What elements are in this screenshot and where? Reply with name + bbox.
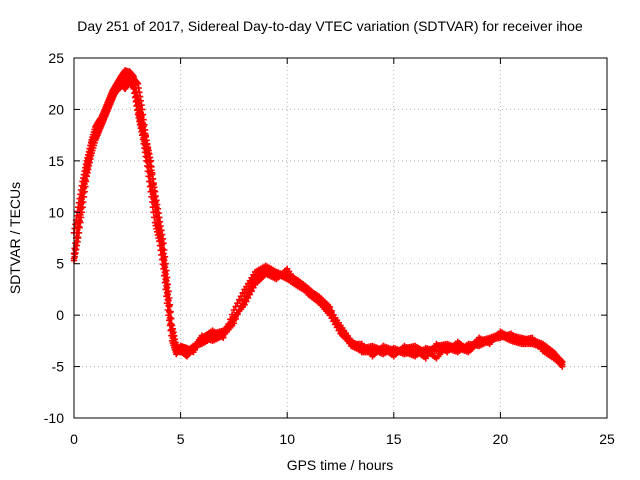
data-point-track-d [248,279,255,287]
data-point-track-d [243,290,250,297]
data-point-track-d [77,205,85,213]
y-tick-label: 10 [48,204,64,220]
x-tick-label: 10 [279,431,295,447]
data-point-track-d [147,157,154,165]
data-point-track-d [77,211,84,219]
data-point-track-d [168,321,175,328]
data-point-track-d [78,199,86,207]
data-point-track-d [161,257,168,264]
data-point-track-d [239,297,246,305]
x-axis-label: GPS time / hours [287,457,394,473]
data-point-track-d [163,284,171,291]
data-point-track-b [250,284,257,291]
data-point-track-c [234,299,241,307]
data-point-track-b [244,294,252,302]
y-tick-label: 25 [48,50,64,66]
data-point-track-d [151,187,158,195]
data-point-track-d [162,270,169,278]
data-point-track-d [149,175,157,183]
data-point-track-d [75,223,83,231]
data-point-track-d [164,291,172,298]
data-point-track-d [232,315,239,323]
data-point-track-d [244,286,252,293]
x-axis-ticks: 0 5 10 15 20 25 [70,58,615,447]
data-point-track-d [234,311,241,318]
data-point-track-d [250,276,257,283]
grid-lines [74,58,607,418]
data-point-track-d [76,217,83,225]
data-point-track-d [75,229,82,237]
data-point-track-d [559,359,566,366]
y-tick-label: -10 [44,410,64,426]
data-point-track-d [148,163,155,171]
data-point-track-d [166,303,173,310]
data-point-track-b [248,287,255,295]
data-point-track-d [161,263,169,271]
y-tick-label: 0 [56,307,64,323]
data-point-track-d [166,309,174,316]
data-points [70,67,566,370]
data-point-track-b [246,291,254,298]
y-tick-label: -5 [52,359,65,375]
y-axis-label: SDTVAR / TECUs [7,182,23,294]
data-point-track-c [236,296,243,303]
data-point-track-d [236,306,243,314]
data-point-track-d [167,315,174,322]
data-point-track-d [163,277,170,285]
x-tick-label: 0 [70,431,78,447]
data-point-track-d [246,283,254,290]
x-tick-label: 15 [386,431,402,447]
y-axis-ticks: -10 -5 0 5 10 15 20 25 [44,50,607,426]
y-tick-label: 20 [48,101,64,117]
data-point-track-d [165,297,172,304]
x-tick-label: 20 [493,431,509,447]
data-point-track-d [230,320,238,327]
chart-title: Day 251 of 2017, Sidereal Day-to-day VTE… [77,18,583,34]
data-point-track-d [150,181,157,189]
data-point-track-c [232,303,239,310]
plot-frame [73,57,608,419]
y-tick-label: 5 [56,256,64,272]
y-tick-label: 15 [48,153,64,169]
data-point-track-d [160,250,167,257]
data-point-track-d [241,293,248,300]
data-point-track-d [237,302,245,309]
x-tick-label: 5 [177,431,185,447]
data-point-track-d [148,169,156,177]
x-tick-label: 25 [599,431,615,447]
